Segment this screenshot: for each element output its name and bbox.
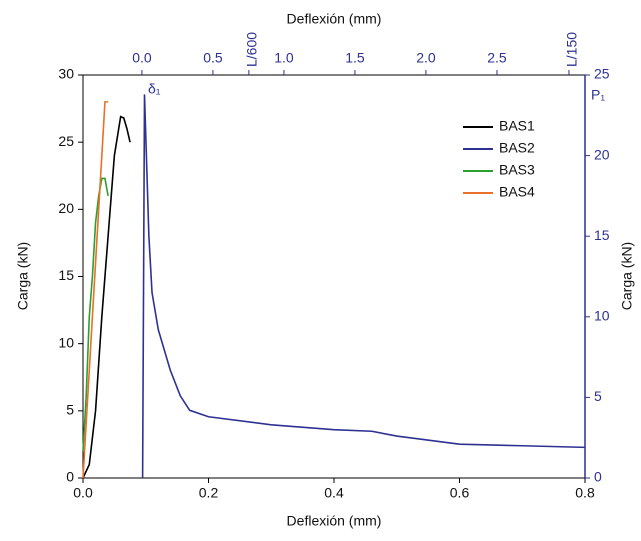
y-tick-label: 10: [58, 334, 74, 350]
y2-tick-label: 25: [594, 66, 610, 82]
x-axis-label: Deflexión (mm): [287, 513, 382, 529]
x2-tick-label: 1.5: [345, 50, 365, 66]
y-tick-label: 30: [58, 66, 74, 82]
y-tick-label: 25: [58, 133, 74, 149]
x2-tick-label: 2.5: [487, 50, 507, 66]
y2-tick-label: 0: [594, 469, 602, 485]
legend-label: BAS3: [499, 162, 535, 178]
y2-tick-label: 10: [594, 308, 610, 324]
x2-tick-label: L/150: [564, 32, 580, 67]
series-line: [82, 177, 109, 452]
y2-tick-label: 20: [594, 146, 610, 162]
y2-tick-label: 5: [594, 388, 602, 404]
y-tick-label: 0: [66, 469, 74, 485]
series-line: [82, 101, 109, 479]
series-line: [82, 115, 131, 479]
y-axis-label: Carga (kN): [15, 242, 31, 310]
x-tick-label: 0.0: [73, 485, 93, 501]
x2-tick-label: 0.5: [203, 50, 223, 66]
x2-tick-label: 2.0: [416, 50, 436, 66]
legend-label: BAS1: [499, 118, 535, 134]
y-tick-label: 15: [58, 267, 74, 283]
y-tick-label: 20: [58, 200, 74, 216]
annotation: P₁: [591, 87, 605, 103]
y2-tick-label: 15: [594, 227, 610, 243]
series-line: [141, 94, 586, 479]
x-tick-label: 0.8: [575, 485, 595, 501]
annotation: δ₁: [148, 81, 161, 97]
x-tick-label: 0.4: [324, 485, 344, 501]
legend-label: BAS2: [499, 140, 535, 156]
x2-tick-label: L/600: [244, 32, 260, 67]
plot-frame: [82, 74, 586, 479]
y-tick-label: 5: [66, 402, 74, 418]
x-tick-label: 0.6: [450, 485, 470, 501]
x2-tick-label: 1.0: [274, 50, 294, 66]
x2-axis-label: Deflexión (mm): [287, 11, 382, 27]
x2-tick-label: 0.0: [132, 50, 152, 66]
x-tick-label: 0.2: [199, 485, 219, 501]
legend-label: BAS4: [499, 184, 535, 200]
y2-axis-label: Carga (kN): [619, 242, 635, 310]
